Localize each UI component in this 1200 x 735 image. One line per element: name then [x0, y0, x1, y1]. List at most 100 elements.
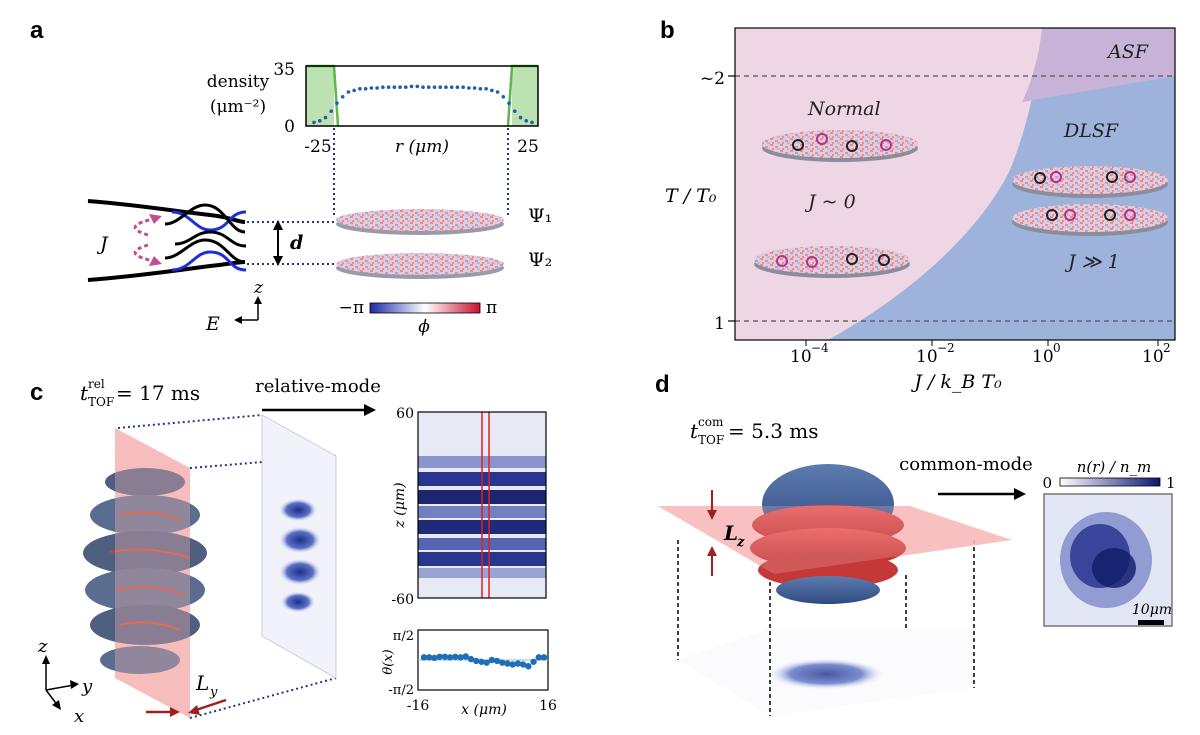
T-axis-label: T / T₀ [665, 185, 717, 207]
t-symbol: t [80, 381, 89, 405]
J-axis-tick-base: 10 [1032, 347, 1054, 367]
density-point [501, 95, 506, 99]
dlsf-region [828, 28, 1175, 340]
theta-point [478, 658, 485, 665]
theta-point [488, 656, 496, 664]
tunneling-arrow [133, 214, 162, 266]
t-sub-tof-d: TOF [698, 433, 724, 447]
t-sup-rel: rel [88, 377, 105, 391]
axis-z: z [37, 636, 48, 657]
density-point [421, 85, 425, 89]
theta-point [457, 654, 464, 661]
theta-point [499, 659, 506, 666]
colorbar-min: 0 [1042, 474, 1052, 492]
phase-label: ϕ [418, 317, 430, 337]
common-density-inset [1043, 493, 1173, 627]
E-axis-label: E [205, 313, 220, 335]
density-point [340, 95, 345, 99]
density-point [467, 86, 471, 90]
vortex-disc-dlsf-bottom [1012, 204, 1168, 236]
phase-min-label: −π [339, 298, 364, 318]
left-edge-fill [306, 66, 334, 126]
density-point [524, 119, 529, 123]
theta-point [504, 660, 511, 667]
density-point [375, 86, 379, 90]
density-point [495, 90, 500, 94]
density-plot-frame [305, 65, 539, 127]
panel-c: c t rel TOF = 17 ms relative-mode [30, 376, 557, 727]
panel-b-letter: b [660, 17, 675, 44]
colorbar-label: n(r) / n_m [1077, 458, 1152, 476]
J-axis-ticks: 10 −4 10 −2 10 0 10 2 [790, 340, 1171, 367]
phase-diagram [734, 27, 1176, 341]
Ly-label: L y [195, 671, 218, 700]
J-axis-tick-exponent: 0 [1053, 341, 1061, 355]
theta-point [431, 654, 438, 662]
panel-a: a density (μm⁻²) 35 0 -25 25 r (μm) [30, 17, 552, 337]
r-axis-label: r (μm) [395, 137, 449, 157]
svg-text:y: y [209, 685, 218, 700]
theta-tick-bottom: -π/2 [388, 683, 414, 698]
Lz-arrows [707, 490, 717, 576]
z-tick-bottom: -60 [391, 592, 414, 608]
J-label: J [96, 233, 109, 255]
panel-c-letter: c [30, 379, 43, 406]
density-point [346, 90, 351, 94]
density-point [369, 86, 374, 90]
density-point [518, 115, 523, 120]
density-point [512, 109, 517, 113]
J-axis-label: J / k_B T₀ [910, 371, 1002, 393]
density-point [409, 84, 414, 89]
density-point [415, 84, 420, 89]
theta-point [540, 654, 548, 661]
density-point [398, 85, 402, 89]
z-axis-label-c: z (μm) [392, 482, 408, 528]
density-point [507, 101, 511, 105]
psi1-label: Ψ₁ [528, 205, 552, 227]
vortex-disc-dlsf-top [1012, 166, 1168, 198]
dlsf-label: DLSF [1063, 120, 1119, 142]
density-point [484, 87, 488, 91]
floor-plane [677, 540, 975, 716]
z-axis-label: z [253, 278, 264, 298]
theta-point [483, 659, 490, 666]
J-axis-tick-base: 10 [916, 347, 938, 367]
density-point [317, 119, 322, 123]
relative-mode-arrow [262, 404, 376, 416]
theta-point [436, 653, 443, 660]
axis-y: y [81, 676, 93, 697]
t-sup-com: com [698, 415, 724, 429]
theta-plot [417, 629, 549, 691]
density-point [444, 85, 448, 89]
density-point [438, 85, 443, 89]
density-point [392, 85, 397, 89]
panel-d: d t com TOF = 5.3 ms common-mode [655, 371, 1176, 716]
density-point [455, 85, 460, 89]
layer-disc-2 [336, 253, 504, 279]
density-point [329, 109, 334, 113]
density-point [403, 85, 408, 89]
vortex-disc-normal-top [762, 130, 918, 162]
theta-point [514, 660, 522, 667]
panel-b: b [660, 17, 1176, 393]
density-point [323, 115, 328, 120]
density-point [358, 87, 362, 91]
layer-disc-1 [336, 209, 504, 235]
d-spacing-arrow [273, 220, 283, 266]
panel-a-letter: a [30, 17, 44, 44]
scale-bar [1138, 620, 1164, 625]
theta-point [472, 657, 480, 665]
theta-dots [420, 653, 548, 670]
t-symbol-d: t [690, 419, 699, 443]
x-tick-right: 16 [539, 698, 557, 714]
theta-point [467, 655, 475, 663]
x-tick-left: -16 [407, 698, 430, 714]
J-axis-tick-exponent: 2 [1163, 341, 1171, 355]
theta-point [420, 654, 428, 661]
theta-point [493, 657, 501, 665]
theta-point [525, 663, 532, 670]
axes-E-z [234, 296, 262, 324]
density-point [461, 85, 465, 89]
T-tick-bottom: 1 [714, 314, 725, 334]
J-axis-tick-exponent: −2 [937, 341, 955, 355]
